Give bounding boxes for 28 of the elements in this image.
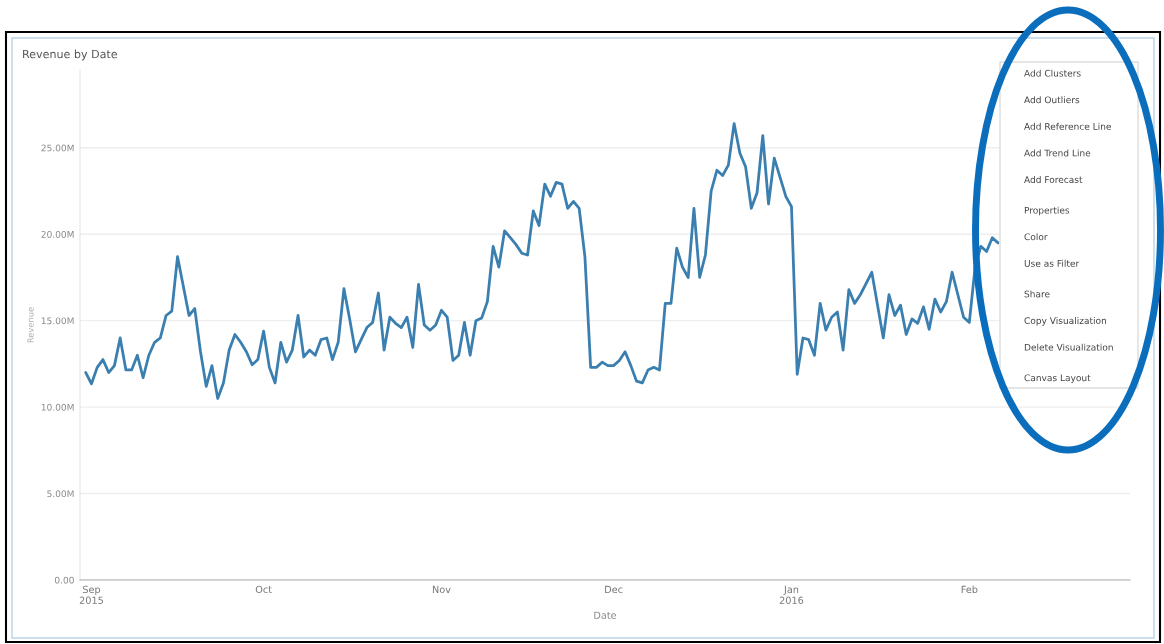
annotation: Color [1024,233,1048,241]
annotation: Copy Visualization [1024,317,1107,326]
annotation: Use as Filter [1024,259,1080,267]
annotation: Add Outliers [1024,96,1080,104]
annotation: Add Forecast [1024,176,1083,184]
y-tick-label: 20.00M [41,230,74,238]
y-tick-label: 15.00M [41,317,74,325]
y-tick-label: 10.00M [41,403,74,411]
x-tick-label: Sep 2015 [79,585,103,604]
x-tick-label: Dec [605,585,623,594]
x-tick-label: Oct [255,585,272,594]
annotation: Add Trend Line [1024,149,1091,157]
y-tick-label: 5.00M [47,490,74,498]
annotation: Share [1024,290,1050,298]
x-tick-label: Jan 2016 [779,585,804,604]
chart-title: Revenue by Date [23,49,118,61]
annotation: Canvas Layout [1024,374,1091,383]
annotation: Add Reference Line [1024,122,1112,130]
annotation: Delete Visualization [1024,343,1113,351]
x-tick-label: Feb [961,585,978,594]
x-tick-label: Nov [432,585,451,594]
x-axis-title: Date [594,611,617,619]
line-series [84,122,1000,400]
y-axis-title: Revenue [27,307,34,343]
annotation: Add Clusters [1024,69,1081,77]
annotation: Properties [1024,206,1070,216]
y-tick-label: 25.00M [41,144,74,152]
y-tick-label: 0.00 [54,576,74,584]
